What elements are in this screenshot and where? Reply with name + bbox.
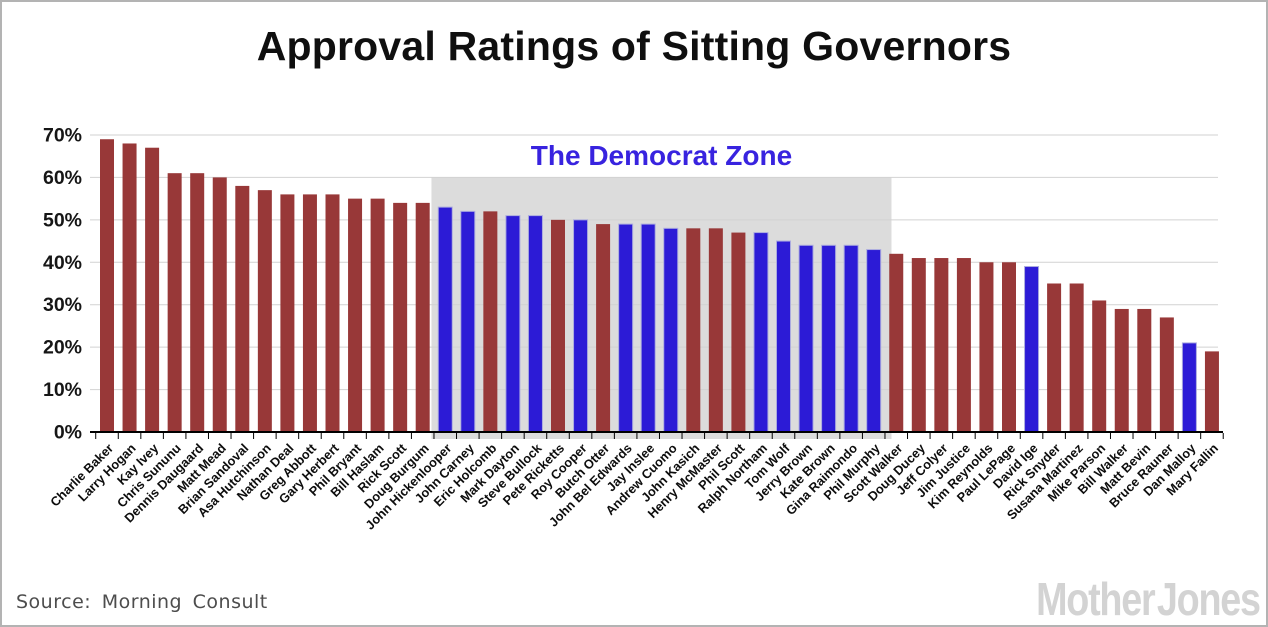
- governor-bar-doug-burgum: [415, 202, 430, 432]
- governor-bar-john-kasich: [686, 228, 701, 432]
- governor-bar-doug-ducey: [911, 258, 926, 432]
- governor-bar-greg-abbott: [302, 194, 317, 432]
- governor-bar-kay-ivey: [145, 147, 160, 432]
- governor-bar-jeff-colyer: [934, 258, 949, 432]
- governor-bar-dennis-daugaard: [190, 173, 205, 432]
- y-axis-label-0: 0%: [54, 422, 82, 444]
- governor-bar-john-hickenlooper: [437, 206, 453, 433]
- governor-bar-jim-justice: [956, 258, 971, 432]
- governor-bar-rick-scott: [393, 202, 408, 432]
- governor-bar-mike-parson: [1092, 300, 1107, 432]
- governor-bar-henry-mcmaster: [708, 228, 723, 432]
- governor-bar-phil-scott: [731, 232, 746, 432]
- governor-bar-brian-sandoval: [235, 185, 250, 432]
- governor-bar-eric-holcomb: [483, 211, 498, 432]
- governor-bar-susana-martinez: [1069, 283, 1084, 432]
- governor-bar-bill-haslam: [370, 198, 385, 432]
- y-axis-label-60: 60%: [43, 167, 82, 189]
- governor-bar-matt-mead: [212, 177, 227, 432]
- y-axis-label-50: 50%: [43, 209, 82, 231]
- governor-bar-paul-lepage: [1002, 262, 1016, 432]
- governor-bar-kate-brown: [821, 244, 837, 433]
- y-axis-label-10: 10%: [43, 379, 82, 401]
- governor-bar-gary-herbert: [325, 194, 340, 432]
- governor-bar-jay-inslee: [640, 223, 656, 433]
- governor-bar-roy-cooper: [573, 219, 589, 433]
- governor-bar-david-ige: [1024, 266, 1040, 433]
- governor-bar-mary-fallin: [1204, 351, 1219, 432]
- democrat-zone-label: The Democrat Zone: [531, 140, 792, 171]
- governor-bar-tom-wolf: [776, 240, 791, 433]
- governor-bar-bill-walker: [1114, 308, 1129, 432]
- governor-bar-kim-reynolds: [979, 262, 994, 432]
- governor-bar-scott-walker: [889, 253, 904, 432]
- governor-bar-john-carney: [460, 210, 476, 433]
- governor-bar-dan-malloy: [1181, 342, 1197, 433]
- y-axis-label-20: 20%: [43, 337, 82, 359]
- governor-bar-rick-snyder: [1047, 283, 1062, 432]
- governor-bar-chris-sununu: [167, 173, 182, 432]
- governor-bar-bruce-rauner: [1159, 317, 1174, 432]
- governor-bar-jerry-brown: [798, 244, 814, 433]
- governor-bar-butch-otter: [596, 224, 611, 432]
- chart-title: Approval Ratings of Sitting Governors: [256, 23, 1012, 69]
- governor-bar-phil-bryant: [348, 198, 363, 432]
- governor-bar-mark-dayton: [505, 215, 521, 433]
- governor-bar-charlie-baker: [100, 139, 114, 432]
- governor-bar-andrew-cuomo: [663, 227, 679, 433]
- y-axis-label-30: 30%: [43, 294, 82, 316]
- governor-bar-pete-ricketts: [551, 219, 565, 432]
- y-axis-label-70: 70%: [43, 124, 82, 146]
- governor-bar-steve-bullock: [527, 215, 543, 433]
- motherjones-logo: Mother Jones: [1036, 573, 1261, 625]
- governor-bar-nathan-deal: [280, 194, 295, 432]
- governor-bar-phil-murphy: [866, 249, 882, 433]
- source-credit: Source: Morning Consult: [16, 591, 268, 613]
- governor-bar-gina-raimondo: [843, 244, 859, 433]
- governor-bar-ralph-northam: [753, 232, 769, 433]
- governor-bar-john-bel-edwards: [618, 223, 634, 433]
- governor-bar-asa-hutchinson: [257, 190, 272, 432]
- governor-bar-larry-hogan: [122, 143, 137, 432]
- governor-bar-matt-bevin: [1137, 308, 1152, 432]
- y-axis-label-40: 40%: [43, 252, 82, 274]
